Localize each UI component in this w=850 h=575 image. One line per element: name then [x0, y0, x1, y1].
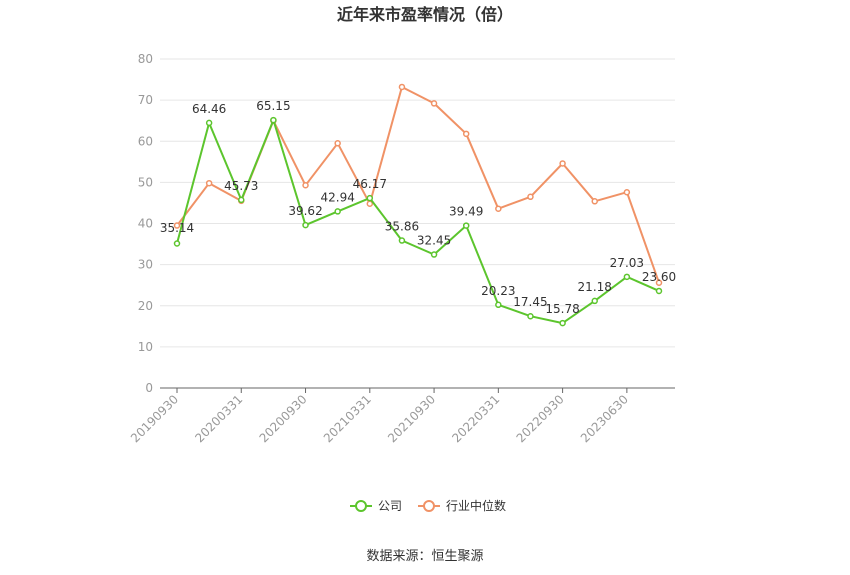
data-point[interactable]	[398, 83, 406, 91]
data-point[interactable]	[527, 312, 534, 320]
data-label: 42.94	[320, 190, 354, 204]
data-label: 35.14	[160, 221, 194, 235]
x-tick-label: 20220930	[514, 392, 567, 445]
data-point[interactable]	[495, 205, 502, 212]
data-point[interactable]	[623, 273, 631, 281]
data-point[interactable]	[462, 130, 470, 138]
x-axis: 20190930 20200331 20200930 20210331 20210930…	[128, 387, 675, 445]
x-tick-label: 20190930	[128, 392, 181, 445]
y-tick-label: 40	[138, 217, 153, 231]
data-point[interactable]	[527, 193, 534, 201]
y-tick-label: 80	[138, 52, 153, 66]
data-point[interactable]	[591, 198, 598, 205]
legend-marker	[423, 500, 435, 512]
data-point[interactable]	[559, 160, 566, 167]
grid-lines	[160, 58, 675, 348]
data-point[interactable]	[173, 240, 181, 247]
series-group	[173, 83, 663, 327]
x-tick-label: 20210930	[385, 392, 438, 445]
data-label: 21.18	[578, 280, 612, 294]
data-point[interactable]	[462, 222, 470, 229]
data-label: 46.17	[353, 177, 387, 191]
data-point[interactable]	[205, 119, 213, 127]
y-tick-label: 60	[138, 134, 153, 148]
legend-item-0[interactable]: 公司	[350, 499, 402, 513]
x-tick-label: 20220331	[449, 392, 502, 445]
data-point[interactable]	[430, 100, 438, 107]
data-point[interactable]	[334, 208, 341, 215]
legend-label: 行业中位数	[446, 498, 506, 513]
legend-label: 公司	[378, 499, 402, 513]
source-note: 数据来源：恒生聚源	[366, 549, 483, 564]
data-label: 23.60	[642, 270, 676, 284]
y-tick-label: 0	[145, 381, 153, 395]
data-point[interactable]	[655, 279, 663, 286]
y-axis: 0 10 20 30 40 50 60 70 80	[138, 52, 153, 395]
y-tick-label: 20	[138, 299, 153, 313]
data-label: 20.23	[481, 284, 515, 298]
data-label: 45.73	[224, 179, 258, 193]
y-tick-label: 30	[138, 258, 153, 272]
data-label: 35.86	[385, 220, 419, 234]
data-point[interactable]	[591, 297, 598, 305]
data-point[interactable]	[205, 179, 213, 187]
legend-item-1[interactable]: 行业中位数	[418, 498, 506, 513]
data-point[interactable]	[302, 221, 309, 229]
data-label: 17.45	[513, 295, 547, 309]
data-point[interactable]	[495, 301, 502, 309]
data-point[interactable]	[559, 319, 566, 327]
data-label: 64.46	[192, 102, 226, 116]
y-tick-label: 10	[138, 340, 153, 354]
data-point[interactable]	[398, 237, 406, 244]
x-tick-label: 20200930	[257, 392, 310, 445]
x-tick-label: 20210331	[321, 392, 374, 445]
data-point[interactable]	[238, 196, 245, 204]
x-tick-label: 20200331	[192, 392, 245, 445]
data-label: 39.49	[449, 205, 483, 219]
data-label: 15.78	[545, 302, 579, 316]
data-label: 65.15	[256, 99, 290, 113]
data-label: 32.45	[417, 234, 451, 248]
y-tick-label: 50	[138, 175, 153, 189]
data-point[interactable]	[270, 116, 277, 124]
x-tick-label: 20230630	[578, 392, 631, 445]
data-point[interactable]	[334, 140, 341, 147]
data-point[interactable]	[430, 251, 438, 258]
data-label: 39.62	[288, 204, 322, 218]
y-tick-label: 70	[138, 93, 153, 107]
series-line-0	[176, 119, 660, 325]
data-point[interactable]	[655, 287, 663, 295]
legend-marker	[355, 500, 367, 512]
legend[interactable]: 公司 行业中位数	[350, 498, 506, 513]
chart-title: 近年来市盈率情况（倍）	[337, 5, 513, 24]
data-point[interactable]	[173, 222, 181, 229]
data-label: 27.03	[610, 256, 644, 270]
data-point[interactable]	[366, 194, 374, 202]
data-point[interactable]	[302, 182, 309, 189]
data-point[interactable]	[623, 188, 631, 196]
